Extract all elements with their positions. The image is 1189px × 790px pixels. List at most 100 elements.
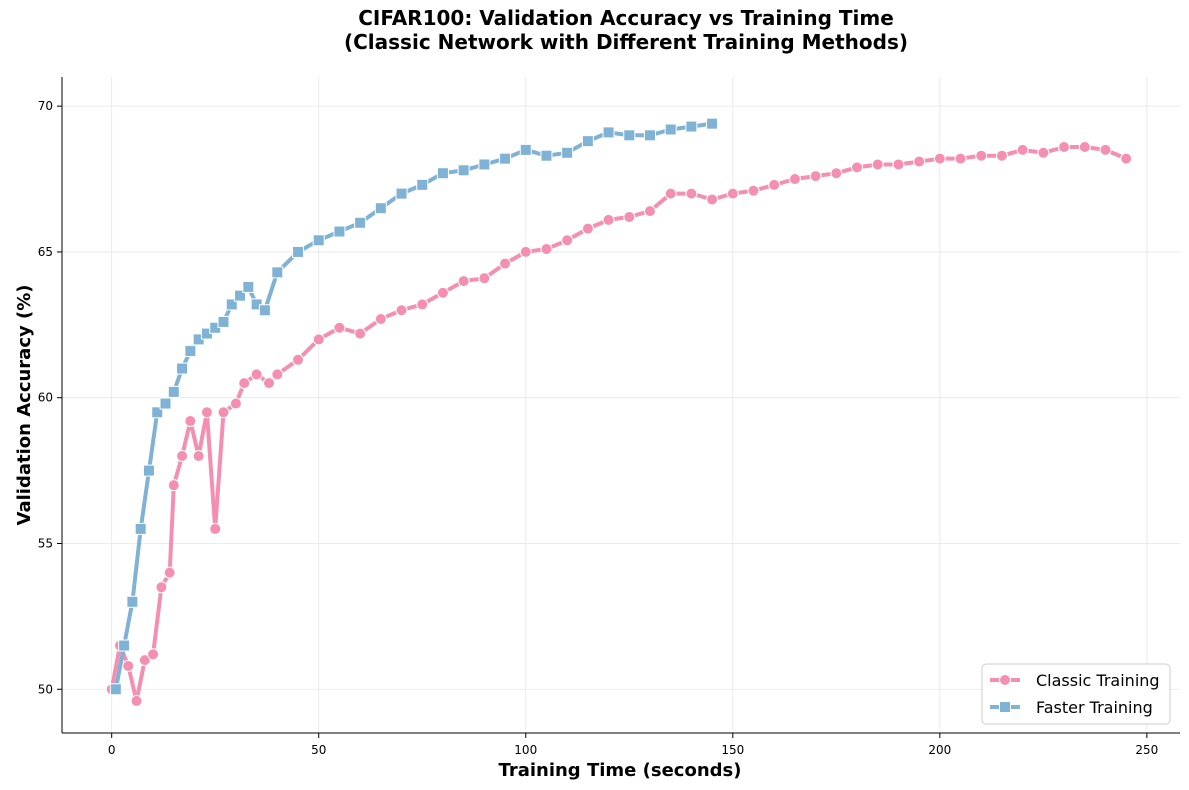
data-point-classic (933, 152, 946, 165)
data-point-classic (436, 286, 449, 299)
data-point-classic (664, 187, 677, 200)
data-point-classic (312, 333, 325, 346)
y-tick-label: 65 (38, 245, 53, 259)
data-point-classic (685, 187, 698, 200)
y-tick-label: 55 (38, 536, 53, 550)
data-point-faster (581, 135, 594, 148)
data-point-classic (292, 353, 305, 366)
data-point-classic (184, 415, 197, 428)
data-point-classic (229, 397, 242, 410)
data-point-faster (312, 234, 325, 247)
data-point-faster (258, 304, 271, 317)
data-point-classic (499, 257, 512, 270)
x-tick-label: 250 (1135, 743, 1158, 757)
data-point-classic (1120, 152, 1133, 165)
x-tick-label: 0 (108, 743, 116, 757)
data-point-classic (354, 327, 367, 340)
x-tick-label: 150 (721, 743, 744, 757)
data-point-faster (436, 167, 449, 180)
y-axis-label: Validation Accuracy (%) (14, 285, 35, 526)
data-point-classic (706, 193, 719, 206)
data-point-classic (147, 648, 160, 661)
data-point-classic (809, 170, 822, 183)
y-tick-label: 60 (38, 391, 53, 405)
legend-box (981, 663, 1171, 725)
axes (61, 77, 1180, 734)
data-point-faster (478, 158, 491, 171)
data-point-faster (217, 315, 230, 328)
data-point-classic (457, 275, 470, 288)
data-point-classic (561, 234, 574, 247)
data-point-classic (602, 213, 615, 226)
data-point-classic (768, 178, 781, 191)
chart-subtitle: (Classic Network with Different Training… (344, 30, 908, 54)
data-point-classic (395, 304, 408, 317)
ticks: 0 50 100 150 200 250 50 55 60 65 70 (38, 99, 1159, 757)
data-point-classic (871, 158, 884, 171)
data-point-classic (643, 205, 656, 218)
data-point-faster (151, 406, 164, 419)
data-point-classic (623, 210, 636, 223)
data-point-faster (184, 345, 197, 358)
data-point-faster (685, 120, 698, 133)
data-point-classic (519, 245, 532, 258)
data-point-classic (271, 368, 284, 381)
data-point-faster (561, 146, 574, 159)
data-point-classic (581, 222, 594, 235)
data-point-faster (234, 289, 247, 302)
data-point-classic (250, 368, 263, 381)
y-tick-label: 70 (38, 99, 53, 113)
data-point-faster (416, 178, 429, 191)
legend-label-classic: Classic Training (1036, 671, 1160, 690)
legend-label-faster: Faster Training (1036, 698, 1153, 717)
x-tick-label: 100 (514, 743, 537, 757)
data-point-classic (217, 406, 230, 419)
data-point-faster (333, 225, 346, 238)
data-point-faster (242, 280, 255, 293)
legend: Classic Training Faster Training (981, 663, 1171, 725)
x-axis-label: Training Time (seconds) (499, 760, 742, 781)
data-point-classic (416, 298, 429, 311)
data-point-classic (892, 158, 905, 171)
data-point-faster (664, 123, 677, 136)
data-point-faster (134, 522, 147, 535)
data-point-classic (333, 321, 346, 334)
data-point-classic (995, 149, 1008, 162)
data-point-faster (167, 385, 180, 398)
data-point-classic (374, 312, 387, 325)
grid (62, 77, 1180, 733)
data-point-faster (159, 397, 172, 410)
y-tick-label: 50 (38, 682, 53, 696)
data-point-classic (1037, 146, 1050, 159)
data-point-faster (602, 126, 615, 139)
data-point-classic (176, 450, 189, 463)
data-point-classic (478, 272, 491, 285)
series-line-classic (109, 145, 1129, 703)
data-point-faster (374, 202, 387, 215)
data-point-classic (163, 566, 176, 579)
data-point-faster (643, 129, 656, 142)
data-point-classic (167, 479, 180, 492)
chart-title: CIFAR100: Validation Accuracy vs Trainin… (358, 6, 894, 30)
data-point-faster (540, 149, 553, 162)
data-point-classic (263, 377, 276, 390)
data-point-classic (913, 155, 926, 168)
data-point-faster (142, 464, 155, 477)
data-point-classic (122, 659, 135, 672)
data-point-classic (851, 161, 864, 174)
data-point-classic (209, 522, 222, 535)
series-layer (105, 117, 1133, 707)
data-point-faster (225, 298, 238, 311)
data-point-faster (519, 143, 532, 156)
data-point-classic (1058, 140, 1071, 153)
data-point-faster (292, 245, 305, 258)
data-point-faster (271, 266, 284, 279)
data-point-classic (130, 694, 143, 707)
data-point-classic (155, 581, 168, 594)
data-point-faster (623, 129, 636, 142)
data-point-classic (1078, 140, 1091, 153)
data-point-classic (1099, 143, 1112, 156)
x-tick-label: 200 (928, 743, 951, 757)
legend-marker-faster (999, 701, 1011, 713)
